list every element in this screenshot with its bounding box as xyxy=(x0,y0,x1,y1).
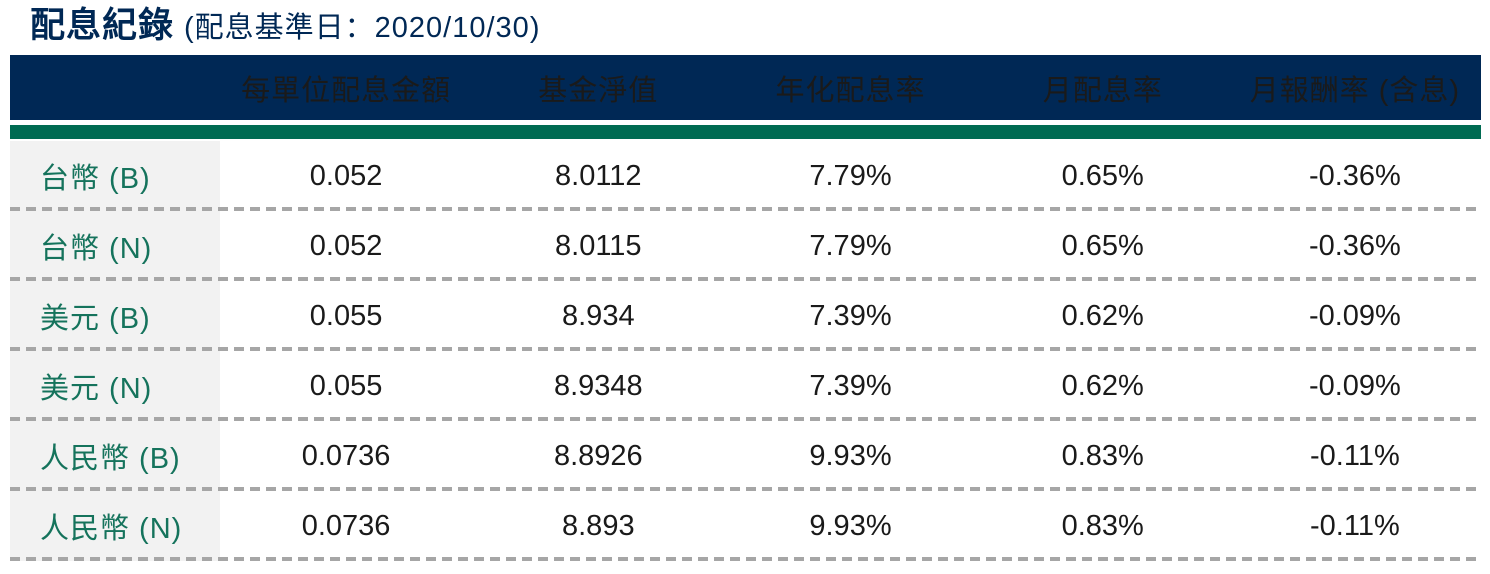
cell-fund-nav: 8.934 xyxy=(562,299,635,332)
cell-monthly-yield: 0.83% xyxy=(1061,509,1144,542)
cell-fund-nav: 8.893 xyxy=(562,509,635,542)
cell-annualized-yield: 7.79% xyxy=(809,229,892,262)
accent-bar xyxy=(10,125,1481,139)
table-row-cny-n: 人民幣 (N) 0.0736 8.893 9.93% 0.83% -0.11% xyxy=(10,491,1481,561)
cell-monthly-return: -0.11% xyxy=(1310,509,1400,542)
table-body: 台幣 (B) 0.052 8.0112 7.79% 0.65% -0.36% 台… xyxy=(10,141,1481,561)
dividend-table: 每單位配息金額 基金淨值 年化配息率 月配息率 月報酬率 (含息) 台幣 (B)… xyxy=(10,55,1481,561)
cell-monthly-return: -0.11% xyxy=(1310,439,1400,472)
cell-annualized-yield: 7.39% xyxy=(809,369,892,402)
cell-monthly-return: -0.09% xyxy=(1308,369,1401,402)
title-note: (配息基準日：2020/10/30) xyxy=(184,12,541,44)
cell-dividend-per-unit: 0.052 xyxy=(309,229,383,262)
cell-monthly-yield: 0.65% xyxy=(1061,229,1144,262)
page-title: 配息紀錄 (配息基準日：2020/10/30) xyxy=(30,0,540,54)
cell-dividend-per-unit: 0.052 xyxy=(309,159,383,192)
title-text: 配息紀錄 xyxy=(30,6,175,45)
cell-dividend-per-unit: 0.055 xyxy=(309,299,383,332)
row-label: 人民幣 (N) xyxy=(10,491,220,561)
header-fund-nav: 基金淨值 xyxy=(538,74,659,107)
table-header: 每單位配息金額 基金淨值 年化配息率 月配息率 月報酬率 (含息) xyxy=(10,55,1481,120)
cell-fund-nav: 8.9348 xyxy=(553,369,643,402)
cell-monthly-yield: 0.83% xyxy=(1061,439,1144,472)
cell-fund-nav: 8.0115 xyxy=(555,229,642,262)
header-dividend-per-unit: 每單位配息金額 xyxy=(241,74,452,107)
cell-monthly-yield: 0.62% xyxy=(1061,369,1144,402)
cell-annualized-yield: 7.39% xyxy=(809,299,892,332)
cell-dividend-per-unit: 0.055 xyxy=(309,369,383,402)
header-corner xyxy=(10,55,220,120)
row-label: 人民幣 (B) xyxy=(10,421,220,491)
cell-monthly-return: -0.09% xyxy=(1308,299,1401,332)
row-label: 台幣 (B) xyxy=(10,141,220,211)
table-row-twd-n: 台幣 (N) 0.052 8.0115 7.79% 0.65% -0.36% xyxy=(10,211,1481,281)
cell-monthly-return: -0.36% xyxy=(1308,159,1401,192)
table-row-twd-b: 台幣 (B) 0.052 8.0112 7.79% 0.65% -0.36% xyxy=(10,141,1481,211)
cell-annualized-yield: 9.93% xyxy=(809,439,892,472)
row-label: 台幣 (N) xyxy=(10,211,220,281)
cell-fund-nav: 8.0112 xyxy=(555,159,642,192)
row-label: 美元 (N) xyxy=(10,351,220,421)
cell-dividend-per-unit: 0.0736 xyxy=(301,439,391,472)
cell-annualized-yield: 9.93% xyxy=(809,509,892,542)
row-label: 美元 (B) xyxy=(10,281,220,351)
table-row-usd-n: 美元 (N) 0.055 8.9348 7.39% 0.62% -0.09% xyxy=(10,351,1481,421)
cell-monthly-yield: 0.62% xyxy=(1061,299,1144,332)
header-monthly-return-incl-dividend: 月報酬率 (含息) xyxy=(1249,74,1461,107)
cell-monthly-yield: 0.65% xyxy=(1061,159,1144,192)
cell-annualized-yield: 7.79% xyxy=(809,159,892,192)
table-row-cny-b: 人民幣 (B) 0.0736 8.8926 9.93% 0.83% -0.11% xyxy=(10,421,1481,491)
cell-fund-nav: 8.8926 xyxy=(553,439,643,472)
header-annualized-yield: 年化配息率 xyxy=(775,74,926,107)
header-monthly-yield: 月配息率 xyxy=(1042,74,1163,107)
cell-monthly-return: -0.36% xyxy=(1308,229,1401,262)
table-row-usd-b: 美元 (B) 0.055 8.934 7.39% 0.62% -0.09% xyxy=(10,281,1481,351)
cell-dividend-per-unit: 0.0736 xyxy=(301,509,391,542)
